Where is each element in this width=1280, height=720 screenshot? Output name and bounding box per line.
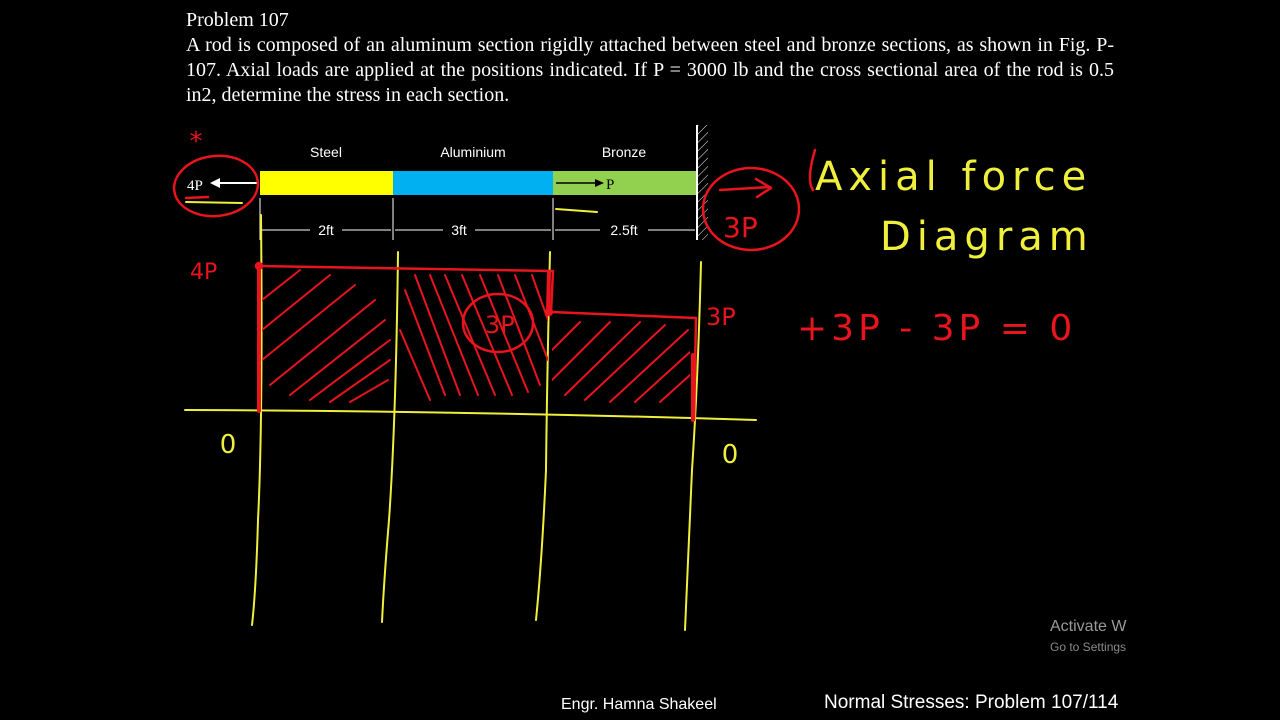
middle-force-value: 3P <box>485 311 515 339</box>
steel-hatch <box>262 269 391 403</box>
red-underline <box>184 195 210 200</box>
circle-4p <box>172 154 260 218</box>
reaction-arrow-shaft <box>718 185 772 192</box>
rod-figure: Steel Aluminium Bronze 4P P 2f <box>187 125 708 240</box>
bronze-length: 2.5ft <box>610 222 637 238</box>
heading-line-1: Axial force <box>815 154 1092 200</box>
left-arrowhead <box>210 178 220 188</box>
problem-title: Problem 107 <box>186 9 289 31</box>
underline-4p <box>185 201 243 204</box>
reaction-label: 3P <box>723 211 758 244</box>
diagram-baseline <box>184 409 757 421</box>
go-to-settings-text: Go to Settings <box>1050 640 1127 654</box>
dimension-lines <box>259 198 698 240</box>
underline-p <box>555 208 598 213</box>
guide-line-3 <box>535 251 551 621</box>
aluminium-section <box>393 171 553 195</box>
aluminium-length: 3ft <box>451 222 467 238</box>
guide-line-2 <box>381 251 399 623</box>
steel-section <box>260 171 393 195</box>
footer-author: Engr. Hamna Shakeel <box>561 696 717 713</box>
force-hatching <box>262 269 690 403</box>
yellow-annotations <box>184 201 757 631</box>
left-load-label: 4P <box>187 178 203 194</box>
problem-statement: A rod is composed of an aluminum section… <box>186 34 1114 106</box>
guide-line-1 <box>251 214 263 626</box>
right-zero: 0 <box>722 440 739 470</box>
steel-length: 2ft <box>318 222 334 238</box>
right-force-value: 3P <box>706 303 736 331</box>
aluminium-label: Aluminium <box>440 144 505 160</box>
reaction-arrowhead <box>754 177 773 199</box>
guide-line-4 <box>684 261 702 631</box>
force-diagram-outline <box>257 264 698 422</box>
force-diagram-step <box>546 270 551 312</box>
bronze-label: Bronze <box>602 144 647 160</box>
mid-arrowhead <box>595 179 604 187</box>
wall-hatch <box>698 125 708 240</box>
left-zero: 0 <box>220 430 237 460</box>
scribble-left <box>808 148 817 192</box>
star-mark: * <box>190 127 203 157</box>
aluminium-hatch <box>399 274 548 401</box>
red-annotations <box>172 148 817 422</box>
bronze-hatch <box>552 321 690 403</box>
balance-equation: +3P - 3P = 0 <box>797 308 1076 349</box>
steel-label: Steel <box>310 144 342 160</box>
activate-windows-watermark: Activate W <box>1050 618 1127 635</box>
circle-reaction <box>701 166 801 252</box>
point-a <box>254 261 264 271</box>
heading-line-2: Diagram <box>880 214 1094 260</box>
left-force-value: 4P <box>190 260 217 285</box>
mid-load-label: P <box>606 177 614 193</box>
footer-problem-reference: Normal Stresses: Problem 107/114 <box>824 692 1119 713</box>
